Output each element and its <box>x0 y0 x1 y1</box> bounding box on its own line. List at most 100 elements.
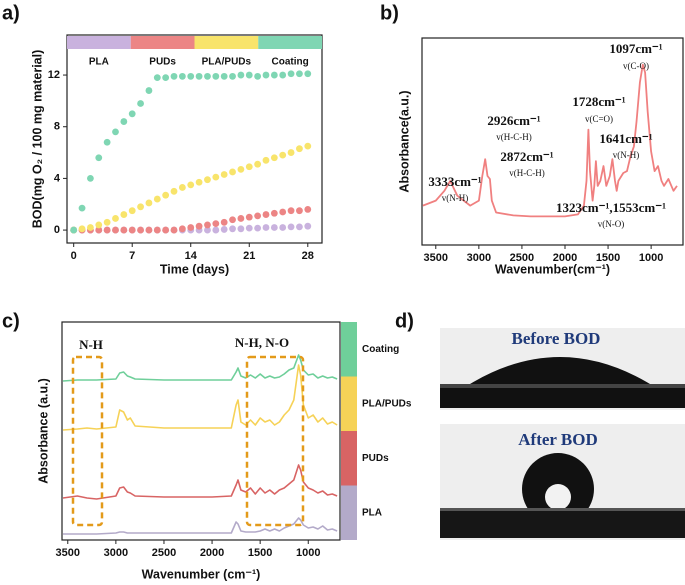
data-point <box>237 165 245 173</box>
x-tick-label: 3000 <box>104 547 128 559</box>
data-point <box>270 209 278 217</box>
data-point <box>204 221 211 229</box>
data-point <box>204 226 211 234</box>
legend-swatch <box>341 322 357 377</box>
data-point <box>178 184 186 191</box>
data-point <box>237 71 245 79</box>
x-axis-title: Wavenumber(cm⁻¹) <box>495 262 610 276</box>
legend-label: PLA/PUDs <box>202 57 252 68</box>
data-point <box>262 211 270 218</box>
data-point <box>245 224 253 232</box>
spectrum-line <box>422 63 678 218</box>
x-axis-title: Time (days) <box>160 262 229 276</box>
photo-caption: Before BOD <box>512 329 601 348</box>
y-tick-label: 4 <box>54 172 61 184</box>
data-point <box>195 178 203 186</box>
data-point <box>237 225 245 233</box>
x-tick-label: 3000 <box>467 252 491 264</box>
data-point <box>304 206 312 213</box>
data-point <box>137 226 144 234</box>
data-point <box>304 222 312 230</box>
data-point <box>262 156 270 164</box>
data-point <box>128 226 136 234</box>
panel-label: a) <box>2 2 20 24</box>
data-point <box>212 72 220 80</box>
highlight-box <box>71 355 104 527</box>
data-point <box>178 225 186 233</box>
plot-frame <box>61 321 341 541</box>
x-tick-label: 2000 <box>200 547 224 559</box>
annotation: v(N-O) <box>598 219 625 229</box>
data-point <box>170 72 178 80</box>
data-point <box>262 71 270 79</box>
data-point <box>120 118 128 125</box>
photo-before <box>440 328 685 410</box>
data-point <box>212 226 220 234</box>
data-point <box>128 207 136 215</box>
data-point <box>204 176 211 184</box>
x-tick-label: 1500 <box>596 252 620 264</box>
legend-swatch <box>130 36 195 49</box>
data-point <box>78 204 86 212</box>
photo-after <box>440 424 685 540</box>
data-point <box>229 216 236 224</box>
legend-label: PUDs <box>149 57 176 68</box>
data-point <box>103 218 111 226</box>
annotation: 2926cm⁻¹ <box>487 113 540 128</box>
data-point <box>112 226 119 234</box>
data-point <box>178 72 186 80</box>
data-point <box>120 226 128 234</box>
data-point <box>137 203 144 211</box>
data-point <box>220 226 228 233</box>
droplet <box>440 357 685 408</box>
data-point <box>187 72 195 80</box>
annotation: 1097cm⁻¹ <box>609 41 662 56</box>
x-tick-label: 2500 <box>152 547 176 559</box>
legend-label: PUDs <box>362 453 389 464</box>
substrate-edge <box>440 384 685 388</box>
data-point <box>296 223 303 231</box>
annotation: v(H-C-H) <box>509 168 545 178</box>
data-point <box>128 110 136 118</box>
data-point <box>95 221 103 229</box>
x-tick-label: 28 <box>302 250 314 262</box>
panel-label: b) <box>380 2 399 24</box>
data-point <box>103 138 111 146</box>
highlight <box>545 484 571 510</box>
data-point <box>87 175 94 182</box>
data-point <box>296 145 303 153</box>
data-point <box>287 70 295 78</box>
spectrum-line <box>63 517 338 535</box>
data-point <box>112 128 119 136</box>
y-tick-label: 12 <box>48 69 60 81</box>
x-tick-label: 0 <box>71 250 77 262</box>
annotation: v(N-H) <box>442 193 469 203</box>
data-point <box>229 225 236 233</box>
data-point <box>245 213 253 221</box>
data-point <box>195 222 203 230</box>
data-point <box>137 100 144 107</box>
data-point <box>87 224 94 231</box>
annotation: v(C=O) <box>585 114 613 124</box>
x-tick-label: 1500 <box>248 547 272 559</box>
data-point <box>170 187 178 195</box>
data-point <box>229 72 236 80</box>
data-point <box>287 207 295 215</box>
data-point <box>78 225 86 233</box>
legend-label: PLA/PUDs <box>362 398 412 409</box>
data-point <box>195 72 203 80</box>
legend-label: Coating <box>272 57 309 68</box>
x-tick-label: 2000 <box>553 252 577 264</box>
legend-swatch <box>67 36 131 49</box>
annotation: v(H-C-H) <box>496 132 532 142</box>
data-point <box>204 72 211 80</box>
x-axis-title: Wavenumber (cm⁻¹) <box>142 567 261 581</box>
annotation: 2872cm⁻¹ <box>500 149 553 164</box>
x-tick-label: 1000 <box>639 252 663 264</box>
x-tick-label: 7 <box>129 250 135 262</box>
data-point <box>296 70 303 78</box>
data-point <box>287 149 295 156</box>
annotation: N-H <box>79 337 103 352</box>
x-tick-label: 3500 <box>56 547 80 559</box>
